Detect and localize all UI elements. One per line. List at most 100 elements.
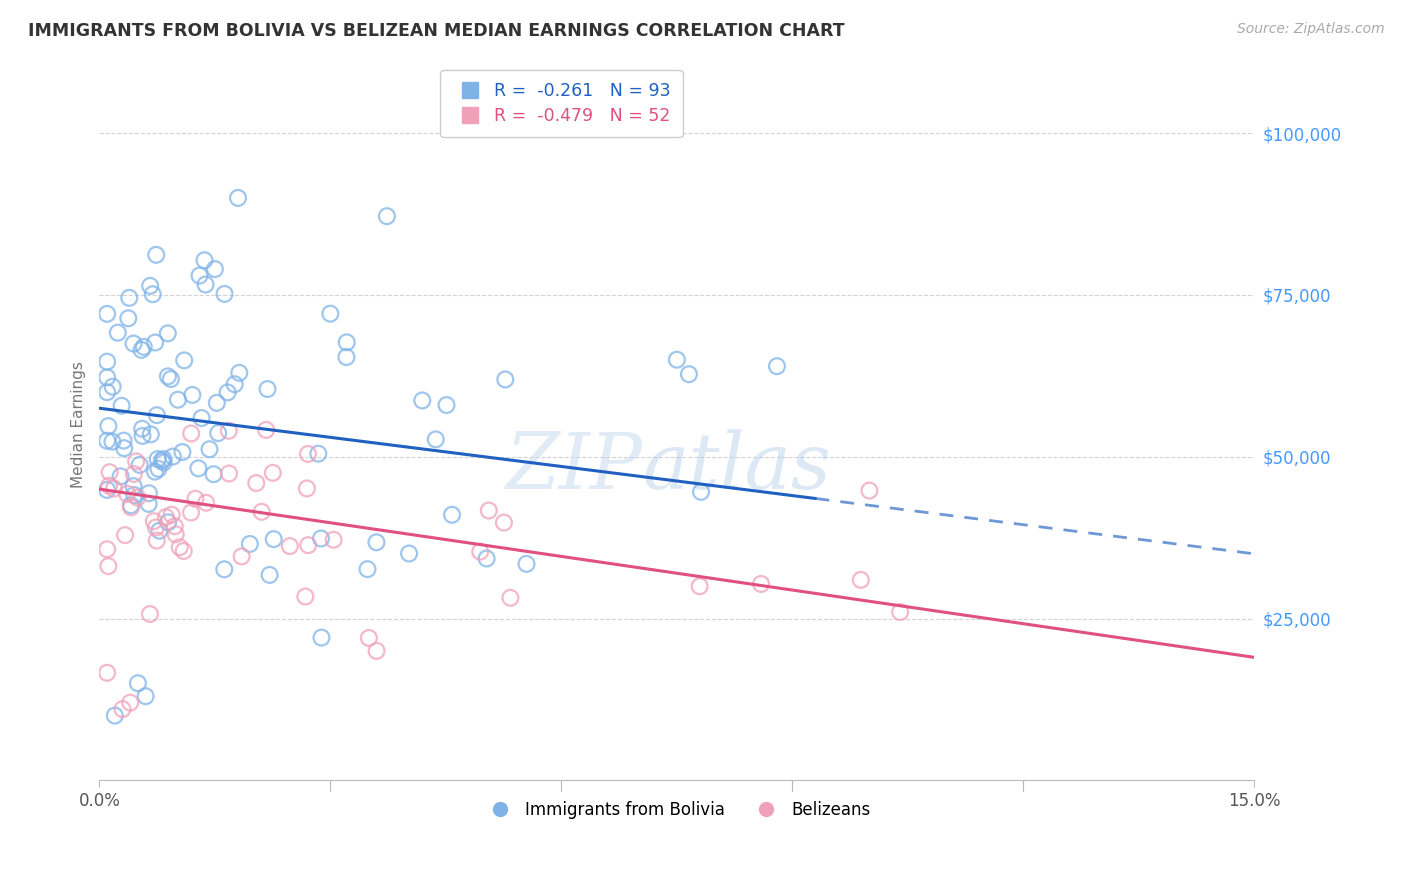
Point xyxy=(150,454,173,468)
Point xyxy=(139,607,162,621)
Point xyxy=(96,354,118,368)
Point xyxy=(231,549,253,564)
Point xyxy=(138,486,160,500)
Point xyxy=(494,372,516,386)
Point xyxy=(180,506,202,520)
Point xyxy=(111,702,134,716)
Point xyxy=(205,396,228,410)
Point xyxy=(766,359,789,374)
Point xyxy=(157,516,180,530)
Point xyxy=(336,335,359,350)
Text: ZIP: ZIP xyxy=(505,429,643,505)
Point xyxy=(132,340,155,354)
Point xyxy=(139,427,162,442)
Point xyxy=(143,335,166,350)
Point xyxy=(181,388,204,402)
Point xyxy=(148,524,170,538)
Point xyxy=(226,191,249,205)
Point xyxy=(193,253,215,268)
Point xyxy=(96,385,118,400)
Point xyxy=(375,209,398,223)
Point xyxy=(475,551,498,566)
Point xyxy=(101,380,124,394)
Point xyxy=(127,491,149,505)
Point xyxy=(103,482,125,496)
Point xyxy=(110,399,132,413)
Point xyxy=(335,350,357,364)
Point xyxy=(294,590,316,604)
Point xyxy=(492,516,515,530)
Point xyxy=(366,644,388,658)
Point xyxy=(128,458,150,472)
Point xyxy=(194,277,217,292)
Point xyxy=(436,398,458,412)
Point xyxy=(204,262,226,277)
Point xyxy=(156,369,179,384)
Point xyxy=(145,533,167,548)
Point xyxy=(167,392,190,407)
Point xyxy=(131,429,153,443)
Text: Source: ZipAtlas.com: Source: ZipAtlas.com xyxy=(1237,22,1385,37)
Point xyxy=(357,631,380,645)
Point xyxy=(665,352,688,367)
Point xyxy=(162,450,184,464)
Point xyxy=(160,508,183,522)
Point xyxy=(515,557,537,571)
Point xyxy=(849,573,872,587)
Point xyxy=(96,483,118,497)
Point xyxy=(322,533,344,547)
Point xyxy=(499,591,522,605)
Point xyxy=(96,370,118,384)
Point xyxy=(295,482,318,496)
Point xyxy=(120,696,142,710)
Point xyxy=(98,465,121,479)
Point xyxy=(366,535,388,549)
Point xyxy=(104,708,127,723)
Point xyxy=(127,676,149,690)
Point xyxy=(152,452,174,467)
Point xyxy=(97,559,120,574)
Point xyxy=(173,353,195,368)
Point xyxy=(749,577,772,591)
Point xyxy=(110,469,132,483)
Text: atlas: atlas xyxy=(643,429,831,505)
Point xyxy=(398,547,420,561)
Point xyxy=(122,467,145,481)
Point xyxy=(139,278,162,293)
Text: IMMIGRANTS FROM BOLIVIA VS BELIZEAN MEDIAN EARNINGS CORRELATION CHART: IMMIGRANTS FROM BOLIVIA VS BELIZEAN MEDI… xyxy=(28,22,845,40)
Point xyxy=(146,408,169,422)
Point xyxy=(145,520,167,534)
Point xyxy=(195,496,218,510)
Point xyxy=(163,519,186,533)
Point xyxy=(96,307,118,321)
Point xyxy=(135,689,157,703)
Point xyxy=(319,307,342,321)
Point xyxy=(165,527,187,541)
Point xyxy=(239,537,262,551)
Point xyxy=(689,579,711,593)
Point xyxy=(152,455,174,469)
Point xyxy=(297,447,319,461)
Point xyxy=(198,442,221,457)
Point xyxy=(188,268,211,283)
Point xyxy=(180,426,202,441)
Point xyxy=(297,538,319,552)
Point xyxy=(218,467,240,481)
Point xyxy=(214,562,236,576)
Point xyxy=(143,465,166,479)
Point xyxy=(97,419,120,434)
Point xyxy=(148,462,170,476)
Point xyxy=(690,484,713,499)
Point xyxy=(155,510,177,524)
Point xyxy=(224,377,246,392)
Point xyxy=(96,665,118,680)
Point xyxy=(98,479,121,493)
Point xyxy=(117,311,139,326)
Point xyxy=(142,287,165,301)
Point xyxy=(112,441,135,455)
Point xyxy=(262,466,284,480)
Point xyxy=(120,500,142,515)
Point xyxy=(142,514,165,528)
Point xyxy=(311,631,333,645)
Point xyxy=(115,487,138,501)
